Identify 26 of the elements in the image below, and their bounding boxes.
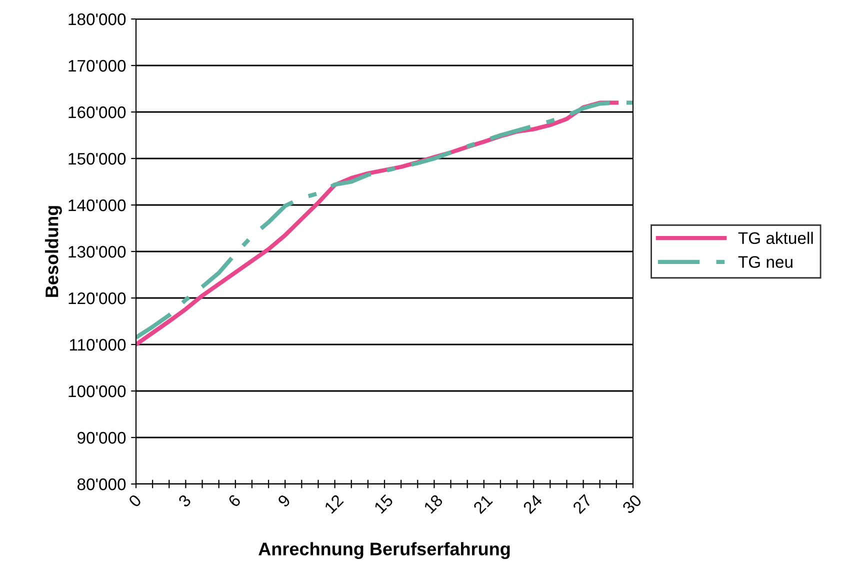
y-tick-label: 100'000: [68, 385, 126, 398]
x-tick-label: 30: [622, 494, 642, 514]
y-tick-label: 110'000: [70, 338, 126, 351]
x-tick-label: 9: [277, 494, 291, 508]
y-tick-label: 90'000: [78, 432, 126, 444]
y-tick-label: 80'000: [77, 478, 126, 490]
y-tick-label: 160'000: [68, 106, 126, 118]
x-tick-label: 12: [324, 494, 344, 514]
y-tick-label: 170'000: [68, 60, 126, 72]
x-tick-label: 0: [128, 494, 142, 508]
y-tick-label: 150'000: [68, 152, 126, 165]
x-tick-label: 24: [522, 494, 543, 514]
y-tick-label: 180'000: [68, 13, 126, 26]
y-tick-label: 130'000: [68, 246, 126, 258]
x-tick-label: 21: [472, 494, 493, 514]
y-axis-title: Besoldung: [45, 206, 62, 297]
x-tick-label: 3: [178, 494, 192, 508]
y-tick-label: 120'000: [68, 292, 126, 304]
x-tick-label: 27: [572, 494, 592, 514]
legend-label: TG neu: [738, 256, 792, 268]
x-tick-label: 15: [374, 494, 394, 514]
legend-label: TG aktuell: [738, 232, 813, 244]
x-tick-label: 18: [423, 494, 444, 514]
x-axis-title: Anrechnung Berufserfahrung: [258, 542, 510, 560]
y-tick-label: 140'000: [68, 199, 126, 212]
x-tick-label: 6: [228, 494, 242, 508]
